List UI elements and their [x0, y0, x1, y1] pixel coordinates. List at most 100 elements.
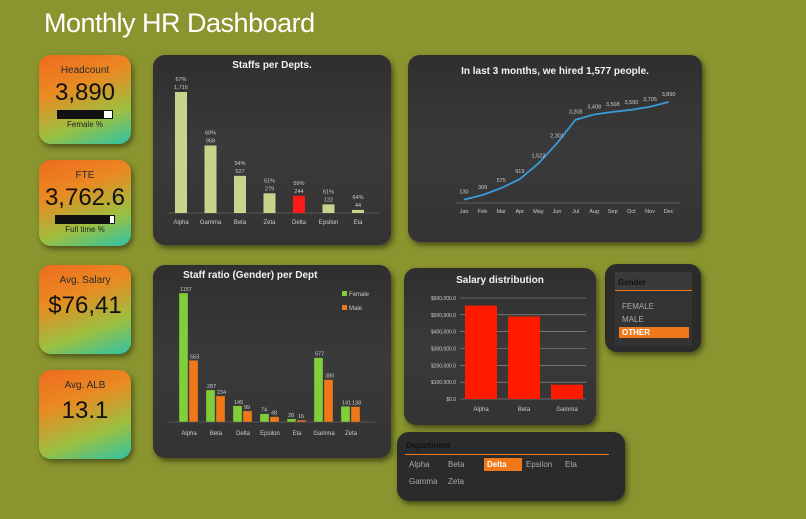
bar-epsilon [322, 204, 335, 213]
department-slicer-header: Department [406, 441, 451, 450]
department-option-eta[interactable]: Eta [565, 460, 578, 469]
bar-female-gamma [313, 357, 324, 423]
data-label: 3,208 [569, 110, 583, 116]
bar-value-label: 48 [271, 411, 277, 417]
salary-distribution-title: Salary distribution [456, 275, 544, 286]
legend-male-swatch [342, 305, 347, 310]
x-tick-label: Alpha [473, 407, 489, 413]
bar-male-delta [242, 410, 253, 423]
bar-male-gamma [323, 379, 334, 423]
avg-alb-value: 13.1 [61, 397, 109, 424]
x-tick-label: Apr [516, 209, 525, 215]
avg-alb-card: Avg. ALB 13.1 [39, 370, 131, 459]
y-tick-label: $0.0 [446, 397, 456, 403]
y-tick-label: $300,000.0 [431, 347, 456, 353]
data-label: 3,705 [643, 97, 657, 103]
staffs-per-dept-chart: 67% 1,716 Alpha 60% 958 Gamma 54% 527 Beta 51% 279… [167, 77, 379, 226]
data-label: 919 [515, 169, 524, 175]
bar-zeta [263, 193, 276, 213]
headcount-label: Headcount [60, 65, 110, 76]
department-option-gamma[interactable]: Gamma [409, 477, 438, 486]
bar-beta [508, 316, 540, 399]
bar-value-label: 1157 [180, 287, 192, 293]
bar-beta [234, 175, 246, 213]
female-percent-fill [58, 111, 104, 118]
x-tick-label: Aug [589, 209, 599, 215]
y-tick-label: $400,000.0 [431, 330, 456, 336]
hires-title: In last 3 months, we hired 1,577 people. [461, 66, 649, 77]
bar-female-eta [286, 418, 297, 423]
x-tick-label: Alpha [173, 220, 189, 226]
bar-percent-label: 59% [293, 181, 304, 187]
gender-option-female[interactable]: FEMALE [622, 302, 655, 311]
hires-series-line [463, 101, 669, 201]
avg-salary-label: Avg. Salary [59, 275, 111, 286]
gender-slicer-header-bg [615, 272, 692, 291]
x-tick-label: Gamma [556, 407, 578, 413]
bar-value-label: 145 [234, 400, 243, 406]
salary-distribution-chart: $0.0 $100,000.0 $200,000.0 $300,000.0 $400,0… [431, 296, 586, 413]
bar-alpha [175, 92, 187, 213]
gender-slicer-box: Gender FEMALE MALE OTHER [615, 272, 692, 346]
department-option-zeta[interactable]: Zeta [448, 477, 465, 486]
dashboard-title: Monthly HR Dashboard [44, 8, 315, 38]
data-label: 3,590 [625, 100, 639, 106]
bar-male-epsilon [269, 416, 280, 423]
bar-value-label: 138 [352, 401, 361, 407]
x-tick-label: Beta [234, 220, 247, 226]
x-tick-label: Feb [478, 209, 487, 215]
data-label: 1,522 [532, 153, 546, 159]
bar-value-label: 553 [190, 354, 199, 360]
bar-value-label: 380 [325, 374, 334, 380]
x-tick-label: Epsilon [260, 431, 280, 437]
y-tick-label: $200,000.0 [431, 363, 456, 369]
bar-female-delta [232, 405, 243, 423]
department-option-delta[interactable]: Delta [484, 458, 522, 471]
x-tick-label: Mar [496, 209, 506, 215]
data-label: 3,890 [662, 92, 676, 98]
bar-value-label: 1,716 [174, 85, 188, 91]
x-tick-label: Delta [236, 431, 251, 437]
data-label: 2,301 [550, 133, 564, 139]
x-tick-label: Dec [664, 209, 674, 215]
bar-value-label: 577 [315, 352, 324, 358]
x-tick-label: Alpha [181, 431, 197, 437]
department-slicer-header-bg [405, 440, 609, 455]
bar-delta [293, 195, 305, 213]
fte-value: 3,762.6 [44, 184, 126, 211]
hires-line-chart: 130 Jan 309 Feb 575 Mar 919 Apr 1,522 May 2,301 Jun… [456, 92, 680, 215]
bar-male-zeta [350, 406, 361, 423]
department-option-beta[interactable]: Beta [448, 460, 465, 469]
bar-eta [352, 209, 364, 213]
y-tick-label: $600,000.0 [431, 296, 456, 302]
salary-distribution-panel: Salary distribution $0.0 $100,000.0 $200,0… [404, 268, 596, 425]
bar-value-label: 141 [342, 400, 351, 406]
department-option-epsilon[interactable]: Epsilon [526, 460, 553, 469]
gender-option-male[interactable]: MALE [622, 315, 644, 324]
gender-slicer: Gender FEMALE MALE OTHER [605, 264, 701, 352]
bar-percent-label: 54% [234, 161, 245, 167]
x-tick-label: Gamma [313, 431, 335, 437]
headcount-value: 3,890 [54, 79, 116, 106]
avg-salary-card: Avg. Salary $76,41 [39, 265, 131, 354]
bar-value-label: 16 [298, 414, 304, 420]
bar-female-alpha [178, 292, 189, 423]
full-time-percent-fill [56, 216, 110, 223]
gender-option-other[interactable]: OTHER [619, 327, 689, 338]
staffs-per-dept-panel: Staffs per Depts. 67% 1,716 Alpha 60% 958 Gam… [153, 55, 391, 245]
bar-percent-label: 60% [205, 130, 216, 136]
avg-alb-label: Avg. ALB [64, 380, 106, 391]
x-tick-label: Eta [292, 431, 302, 437]
department-option-alpha[interactable]: Alpha [409, 460, 430, 469]
bar-percent-label: 51% [264, 178, 275, 184]
bar-gamma [204, 145, 217, 213]
bar-gamma [551, 384, 583, 399]
bar-male-eta [296, 420, 307, 423]
bar-value-label: 958 [206, 138, 215, 144]
department-slicer: Department Alpha Beta Delta Epsilon Eta Gamma… [397, 432, 625, 501]
bar-male-beta [215, 395, 226, 423]
x-tick-label: Eta [353, 220, 363, 226]
bar-value-label: 279 [265, 186, 274, 192]
x-tick-label: Jun [553, 209, 562, 215]
